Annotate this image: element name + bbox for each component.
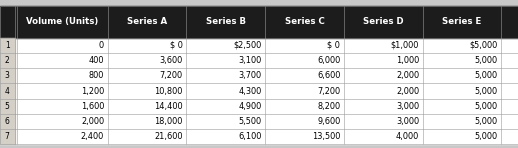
Text: 21,600: 21,600 xyxy=(154,132,183,141)
Bar xyxy=(0,99,15,114)
Text: 5,000: 5,000 xyxy=(474,117,498,126)
Text: 3,700: 3,700 xyxy=(238,71,262,80)
Text: 5: 5 xyxy=(5,102,10,111)
Text: 5,000: 5,000 xyxy=(474,87,498,96)
Text: $ 0: $ 0 xyxy=(170,41,183,50)
Bar xyxy=(0,114,15,129)
Text: 5,500: 5,500 xyxy=(238,117,262,126)
Bar xyxy=(0,83,15,99)
Text: Series B: Series B xyxy=(206,17,246,26)
Text: 0: 0 xyxy=(99,41,104,50)
Text: 7: 7 xyxy=(5,132,10,141)
Bar xyxy=(0,6,518,38)
Text: 3,000: 3,000 xyxy=(396,102,419,111)
Text: Series A: Series A xyxy=(127,17,167,26)
Text: 3,000: 3,000 xyxy=(396,117,419,126)
Text: 5,000: 5,000 xyxy=(474,71,498,80)
Text: 6,100: 6,100 xyxy=(238,132,262,141)
Text: Volume (Units): Volume (Units) xyxy=(26,17,98,26)
Text: 6: 6 xyxy=(5,117,10,126)
Text: 2,400: 2,400 xyxy=(81,132,104,141)
Bar xyxy=(0,83,518,99)
Text: $5,000: $5,000 xyxy=(469,41,498,50)
Text: 6,600: 6,600 xyxy=(317,71,340,80)
Bar xyxy=(0,53,15,68)
Text: 14,400: 14,400 xyxy=(154,102,183,111)
Text: 6,000: 6,000 xyxy=(317,56,340,65)
Text: 18,000: 18,000 xyxy=(154,117,183,126)
Text: 3,600: 3,600 xyxy=(160,56,183,65)
Text: 5,000: 5,000 xyxy=(474,102,498,111)
Text: 5,000: 5,000 xyxy=(474,132,498,141)
Text: 400: 400 xyxy=(89,56,104,65)
Text: Series E: Series E xyxy=(442,17,482,26)
Bar xyxy=(0,114,518,129)
Text: Series C: Series C xyxy=(285,17,324,26)
Text: $2,500: $2,500 xyxy=(233,41,262,50)
Text: 5,000: 5,000 xyxy=(474,56,498,65)
Text: $1,000: $1,000 xyxy=(391,41,419,50)
Text: 3: 3 xyxy=(5,71,10,80)
Text: 1,600: 1,600 xyxy=(81,102,104,111)
Text: 4: 4 xyxy=(5,87,10,96)
Text: 2,000: 2,000 xyxy=(396,87,419,96)
Text: 7,200: 7,200 xyxy=(160,71,183,80)
Text: 4,900: 4,900 xyxy=(238,102,262,111)
Bar xyxy=(0,68,15,83)
Text: 1,000: 1,000 xyxy=(396,56,419,65)
Text: 2: 2 xyxy=(5,56,10,65)
Text: 2,000: 2,000 xyxy=(81,117,104,126)
Bar xyxy=(0,53,518,68)
Text: 8,200: 8,200 xyxy=(317,102,340,111)
Bar xyxy=(0,129,518,144)
Text: 1,200: 1,200 xyxy=(81,87,104,96)
Text: Series D: Series D xyxy=(363,17,404,26)
Text: 800: 800 xyxy=(89,71,104,80)
Bar xyxy=(0,129,15,144)
Text: 2,000: 2,000 xyxy=(396,71,419,80)
Text: 4,000: 4,000 xyxy=(396,132,419,141)
Text: 13,500: 13,500 xyxy=(312,132,340,141)
Text: 9,600: 9,600 xyxy=(317,117,340,126)
Bar xyxy=(0,68,518,83)
Text: 3,100: 3,100 xyxy=(238,56,262,65)
Text: 10,800: 10,800 xyxy=(154,87,183,96)
Bar xyxy=(0,99,518,114)
Text: 4,300: 4,300 xyxy=(238,87,262,96)
Text: $ 0: $ 0 xyxy=(327,41,340,50)
Text: 7,200: 7,200 xyxy=(317,87,340,96)
Bar xyxy=(0,38,518,53)
Bar xyxy=(0,38,15,53)
Text: 1: 1 xyxy=(5,41,10,50)
